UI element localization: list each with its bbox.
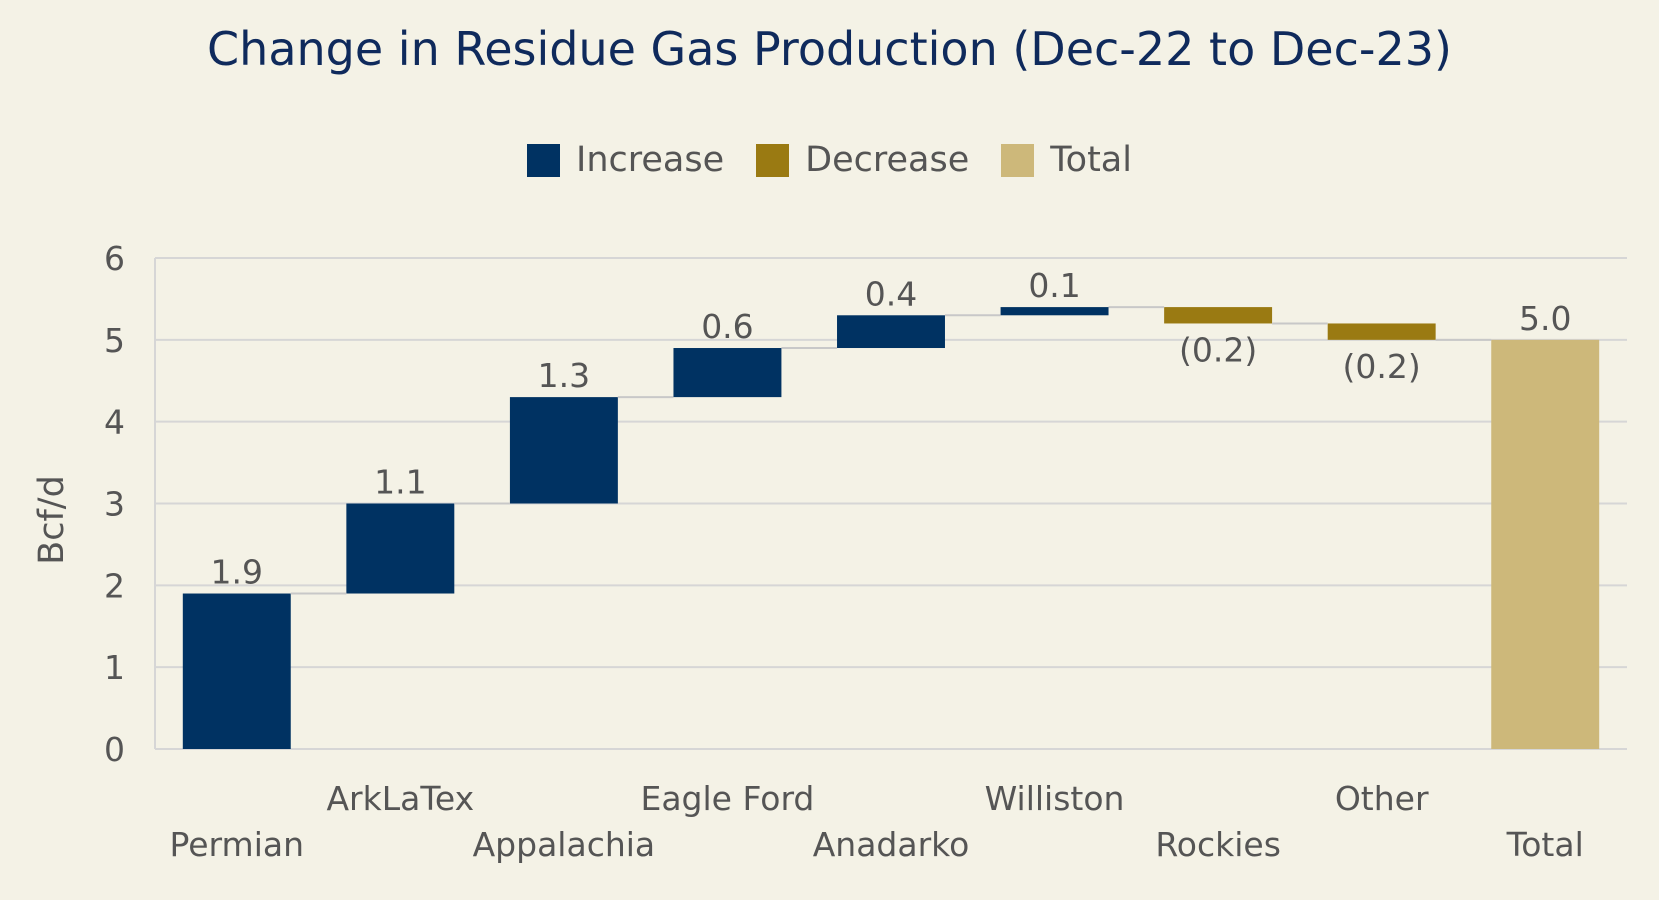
bar-rockies bbox=[1164, 307, 1273, 324]
bar-arklatex bbox=[346, 503, 455, 594]
category-label: Rockies bbox=[1155, 825, 1281, 864]
y-tick-label: 5 bbox=[104, 321, 125, 360]
data-label: 0.6 bbox=[701, 307, 753, 346]
data-label: 1.1 bbox=[374, 463, 426, 502]
legend-swatch-decrease bbox=[756, 143, 790, 177]
legend-label-total: Total bbox=[1050, 140, 1132, 180]
y-tick-label: 4 bbox=[104, 403, 125, 442]
bar-permian bbox=[182, 593, 291, 749]
category-label: Permian bbox=[170, 825, 304, 864]
y-tick-label: 0 bbox=[104, 730, 125, 769]
category-label: Anadarko bbox=[813, 825, 970, 864]
y-tick-label: 3 bbox=[104, 485, 125, 524]
data-label: 5.0 bbox=[1519, 299, 1571, 338]
data-label: 0.4 bbox=[865, 274, 917, 313]
bar-williston bbox=[1000, 307, 1109, 316]
bar-total bbox=[1491, 339, 1600, 749]
data-label: (0.2) bbox=[1343, 347, 1421, 386]
legend-item-total: Total bbox=[1001, 140, 1132, 180]
data-label: (0.2) bbox=[1179, 330, 1257, 369]
legend-swatch-total bbox=[1001, 143, 1035, 177]
legend: Increase Decrease Total bbox=[0, 140, 1659, 180]
legend-item-increase: Increase bbox=[527, 140, 724, 180]
legend-swatch-increase bbox=[527, 143, 560, 177]
bar-appalachia bbox=[509, 397, 618, 504]
legend-label-increase: Increase bbox=[576, 140, 725, 180]
y-tick-label: 1 bbox=[104, 648, 125, 687]
chart-title: Change in Residue Gas Production (Dec-22… bbox=[207, 22, 1452, 76]
category-label: Other bbox=[1335, 779, 1429, 818]
category-label: Appalachia bbox=[473, 825, 656, 864]
data-label: 1.9 bbox=[211, 553, 263, 592]
y-tick-label: 2 bbox=[104, 566, 125, 605]
category-label: ArkLaTex bbox=[326, 779, 474, 818]
y-tick-label: 6 bbox=[104, 239, 125, 278]
category-label: Williston bbox=[985, 779, 1125, 818]
legend-item-decrease: Decrease bbox=[756, 140, 969, 180]
category-label: Eagle Ford bbox=[640, 779, 814, 818]
legend-label-decrease: Decrease bbox=[805, 140, 970, 180]
data-label: 0.1 bbox=[1028, 266, 1080, 305]
bar-eagle-ford bbox=[673, 348, 782, 398]
data-label: 1.3 bbox=[538, 356, 590, 395]
category-label: Total bbox=[1506, 825, 1584, 864]
bar-anadarko bbox=[837, 315, 945, 349]
bar-other bbox=[1327, 323, 1436, 340]
